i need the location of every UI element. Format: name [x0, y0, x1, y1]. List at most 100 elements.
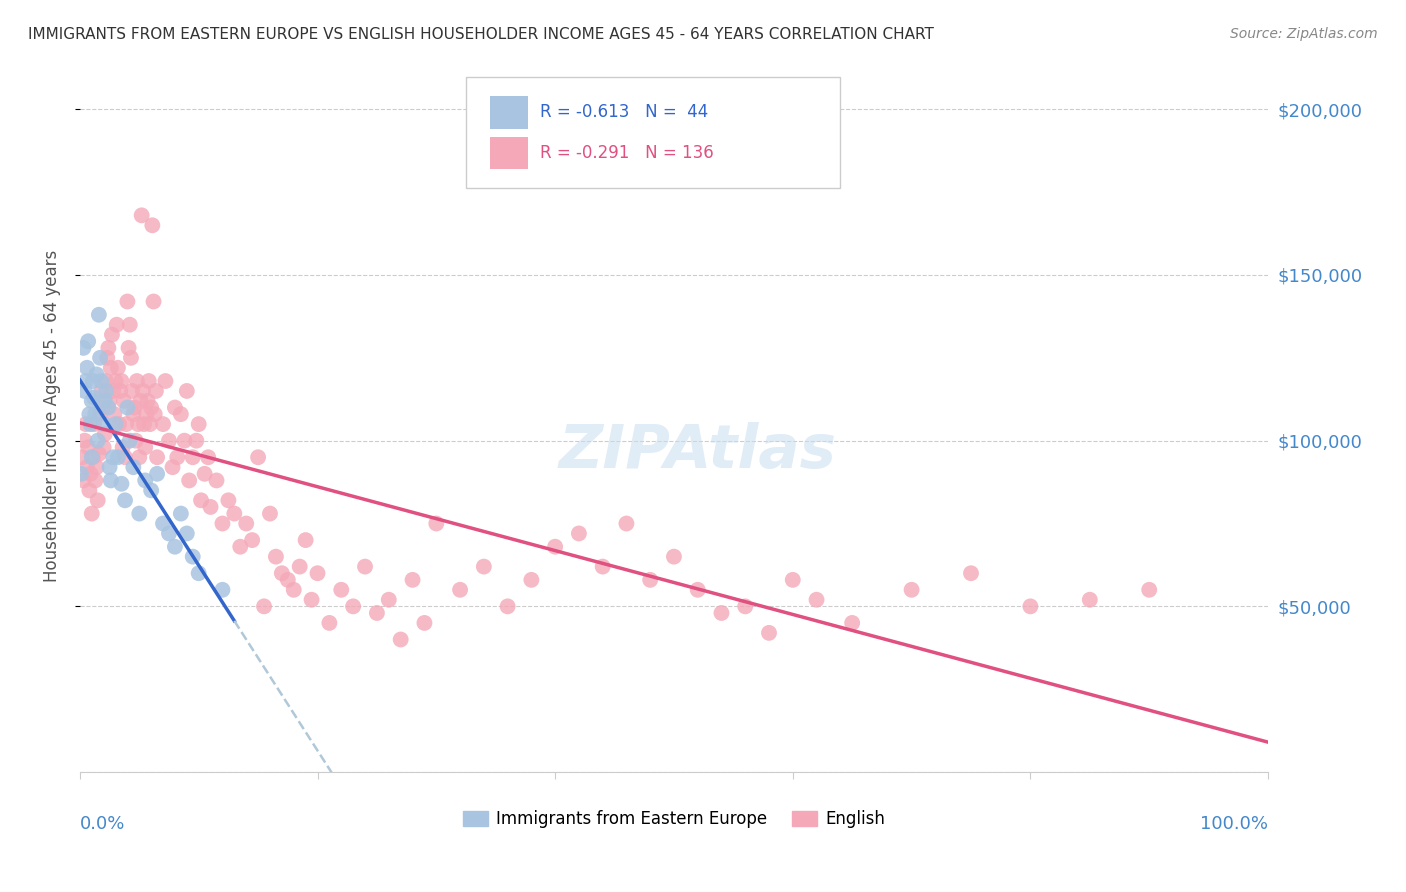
Point	[136, 393, 159, 408]
Point	[143, 407, 166, 421]
Point	[97, 401, 120, 415]
Point	[472, 559, 495, 574]
Point	[187, 417, 209, 431]
Point	[240, 533, 263, 547]
Point	[97, 341, 120, 355]
Point	[94, 393, 117, 408]
Point	[125, 374, 148, 388]
Text: R = -0.291   N = 136: R = -0.291 N = 136	[540, 144, 713, 162]
Point	[163, 401, 186, 415]
Point	[101, 450, 124, 465]
Point	[86, 460, 108, 475]
Point	[1078, 592, 1101, 607]
Point	[181, 450, 204, 465]
Point	[181, 549, 204, 564]
Point	[122, 407, 145, 421]
Point	[104, 417, 127, 431]
FancyBboxPatch shape	[489, 96, 527, 128]
Point	[449, 582, 471, 597]
Point	[1137, 582, 1160, 597]
Y-axis label: Householder Income Ages 45 - 64 years: Householder Income Ages 45 - 64 years	[44, 250, 60, 582]
Text: 100.0%: 100.0%	[1201, 814, 1268, 833]
Point	[80, 507, 103, 521]
Point	[110, 476, 132, 491]
Point	[354, 559, 377, 574]
Point	[197, 450, 219, 465]
Point	[87, 308, 110, 322]
Point	[283, 582, 305, 597]
Point	[194, 467, 217, 481]
Point	[93, 417, 115, 431]
Point	[75, 374, 97, 388]
Point	[96, 351, 118, 365]
Text: ZIPAtlas: ZIPAtlas	[558, 422, 837, 481]
Point	[98, 460, 121, 475]
Point	[110, 374, 132, 388]
Point	[166, 450, 188, 465]
Point	[91, 401, 114, 415]
Point	[108, 417, 131, 431]
Point	[162, 460, 184, 475]
Point	[94, 384, 117, 398]
Point	[80, 450, 103, 465]
Point	[127, 417, 149, 431]
Point	[117, 294, 139, 309]
Point	[132, 417, 155, 431]
Point	[117, 341, 139, 355]
Point	[253, 599, 276, 614]
Point	[132, 384, 155, 398]
Point	[73, 434, 96, 448]
Point	[638, 573, 661, 587]
FancyBboxPatch shape	[465, 78, 841, 188]
Point	[389, 632, 412, 647]
Point	[163, 540, 186, 554]
Point	[115, 417, 138, 431]
Point	[77, 440, 100, 454]
Point	[568, 526, 591, 541]
Point	[425, 516, 447, 531]
Point	[734, 599, 756, 614]
Point	[111, 440, 134, 454]
Point	[79, 417, 101, 431]
Point	[124, 401, 146, 415]
Point	[342, 599, 364, 614]
Point	[270, 566, 292, 581]
Point	[710, 606, 733, 620]
Point	[616, 516, 638, 531]
Point	[520, 573, 543, 587]
Point	[107, 360, 129, 375]
Point	[104, 374, 127, 388]
Point	[170, 407, 193, 421]
Point	[70, 450, 93, 465]
Point	[496, 599, 519, 614]
Point	[152, 417, 174, 431]
Point	[247, 450, 270, 465]
Point	[200, 500, 222, 514]
Point	[662, 549, 685, 564]
Point	[173, 434, 195, 448]
Point	[112, 393, 135, 408]
Text: Source: ZipAtlas.com: Source: ZipAtlas.com	[1230, 27, 1378, 41]
Point	[141, 401, 163, 415]
Point	[141, 219, 163, 233]
Point	[229, 540, 252, 554]
Point	[70, 467, 93, 481]
Text: 0.0%: 0.0%	[80, 814, 125, 833]
Point	[129, 393, 152, 408]
Point	[138, 374, 160, 388]
Point	[110, 384, 132, 398]
Point	[128, 450, 150, 465]
Point	[100, 474, 122, 488]
Point	[176, 526, 198, 541]
Point	[401, 573, 423, 587]
Point	[139, 417, 162, 431]
FancyBboxPatch shape	[489, 136, 527, 169]
Point	[72, 474, 94, 488]
Point	[157, 526, 180, 541]
Point	[592, 559, 614, 574]
Point	[75, 417, 97, 431]
Point	[224, 507, 246, 521]
Point	[155, 374, 177, 388]
Point	[301, 592, 323, 607]
Point	[264, 549, 287, 564]
